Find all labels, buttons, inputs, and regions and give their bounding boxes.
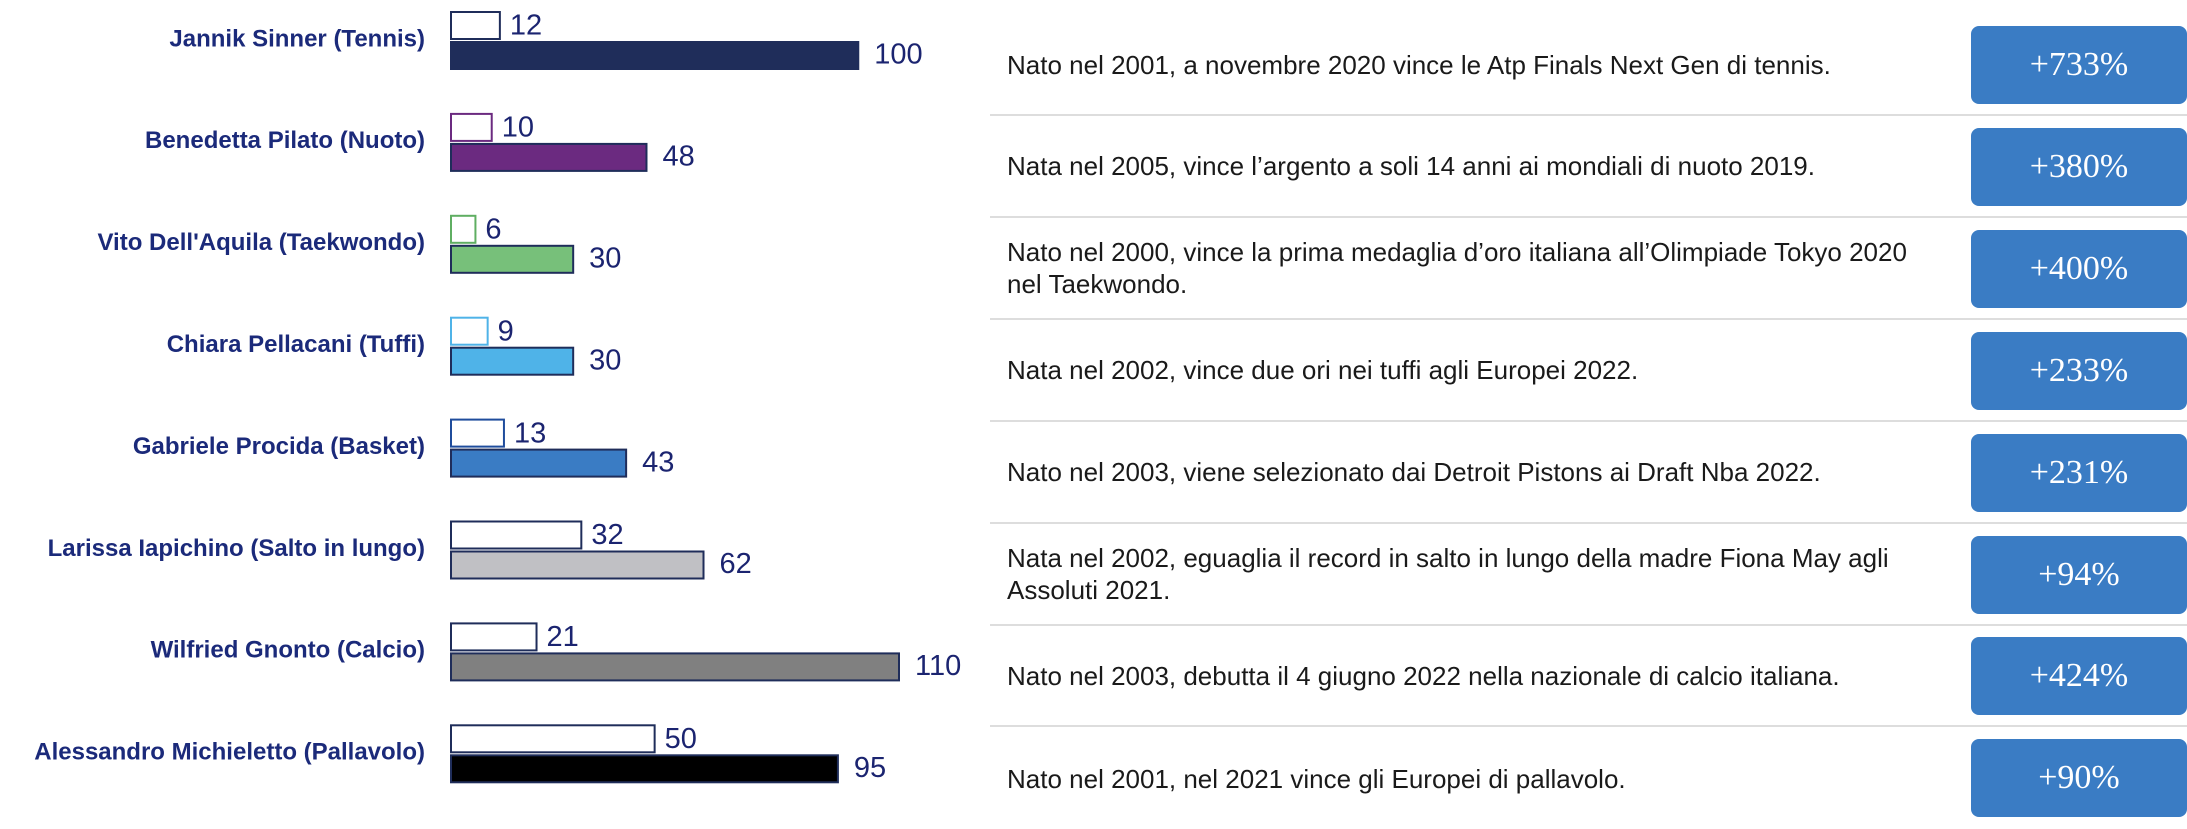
value-label: 62 <box>720 548 752 580</box>
value-label: 6 <box>485 213 501 245</box>
note-row: Nata nel 2002, vince due ori nei tuffi a… <box>990 321 2187 422</box>
value-label: 48 <box>662 141 694 173</box>
bar-before <box>450 112 493 142</box>
description: Nato nel 2000, vince la prima medaglia d… <box>1007 237 1907 300</box>
chart: Jannik Sinner (Tennis) 12 100 Benedetta Pil… <box>34 10 961 784</box>
value-label: 32 <box>591 519 623 551</box>
bar-after <box>450 244 575 274</box>
athlete-label: Alessandro Michieletto (Pallavolo) <box>34 739 425 766</box>
description: Nato nel 2003, debutta il 4 giugno 2022 … <box>1007 660 1840 691</box>
athlete-label: Gabriele Procida (Basket) <box>133 433 425 460</box>
bar-before <box>450 520 583 550</box>
note-row: Nato nel 2001, a novembre 2020 vince le … <box>990 15 2187 116</box>
bar-after <box>450 346 575 376</box>
athlete-label: Wilfried Gnonto (Calcio) <box>151 637 425 664</box>
description: Nata nel 2002, vince due ori nei tuffi a… <box>1007 355 1639 386</box>
bar-before <box>450 418 505 448</box>
athlete-label: Larissa Iapichino (Salto in lungo) <box>48 535 425 562</box>
bar-before <box>450 724 656 754</box>
note-row: Nato nel 2000, vince la prima medaglia d… <box>990 219 2187 320</box>
note-row: Nato nel 2003, viene selezionato dai Det… <box>990 423 2187 524</box>
change-badge: +90% <box>1971 739 2187 818</box>
change-badge: +380% <box>1971 127 2187 206</box>
description: Nata nel 2002, eguaglia il record in sal… <box>1007 543 1889 605</box>
value-label: 30 <box>589 242 621 274</box>
value-label: 21 <box>547 621 579 653</box>
bar-before <box>450 214 477 244</box>
note-row: Nata nel 2005, vince l’argento a soli 14… <box>990 117 2187 218</box>
value-label: 100 <box>874 39 922 71</box>
bar-after <box>450 754 839 784</box>
value-label: 9 <box>498 315 514 347</box>
change-badge: +424% <box>1971 637 2187 716</box>
bar-after <box>450 550 705 580</box>
note-row: Nata nel 2002, eguaglia il record in sal… <box>990 525 2187 626</box>
bar-after <box>450 41 860 70</box>
change-badge: +233% <box>1971 331 2187 410</box>
bar-after <box>450 142 648 172</box>
bar-after <box>450 652 900 682</box>
bar-after <box>450 448 628 478</box>
value-label: 43 <box>642 446 674 478</box>
bar-before <box>450 622 538 652</box>
value-label: 110 <box>915 650 961 682</box>
description: Nato nel 2003, viene selezionato dai Det… <box>1007 457 1821 488</box>
athlete-label: Benedetta Pilato (Nuoto) <box>145 127 425 154</box>
athlete-label: Chiara Pellacani (Tuffi) <box>167 331 425 358</box>
bar-before <box>450 316 489 346</box>
value-label: 30 <box>589 344 621 376</box>
description: Nato nel 2001, nel 2021 vince gli Europe… <box>1007 763 1626 794</box>
athlete-label: Jannik Sinner (Tennis) <box>169 25 425 52</box>
athlete-label: Vito Dell'Aquila (Taekwondo) <box>97 229 425 256</box>
value-label: 95 <box>854 752 886 784</box>
value-label: 13 <box>514 417 546 449</box>
change-badge: +231% <box>1971 433 2187 512</box>
value-label: 10 <box>502 112 534 144</box>
description: Nata nel 2005, vince l’argento a soli 14… <box>1007 151 1815 182</box>
change-badge: +94% <box>1971 535 2187 614</box>
value-label: 12 <box>510 10 542 42</box>
page: Jannik Sinner (Tennis) 12 100 Benedetta Pil… <box>34 9 2187 818</box>
bar-before <box>450 11 501 40</box>
change-badge: +400% <box>1971 229 2187 308</box>
note-row: Nato nel 2001, nel 2021 vince gli Europe… <box>990 728 2187 829</box>
note-row: Nato nel 2003, debutta il 4 giugno 2022 … <box>990 626 2187 728</box>
change-badge: +733% <box>1971 26 2187 104</box>
description: Nato nel 2001, a novembre 2020 vince le … <box>1007 49 1831 80</box>
value-label: 50 <box>665 723 697 755</box>
